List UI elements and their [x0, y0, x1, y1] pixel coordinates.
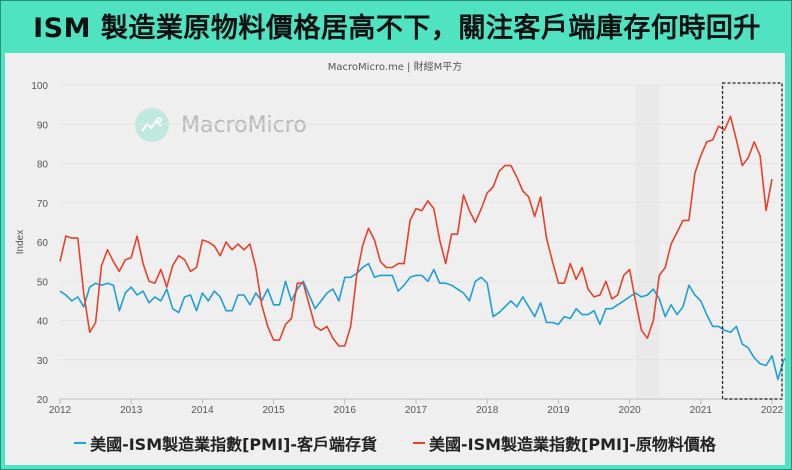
page-title: ISM 製造業原物料價格居高不下，關注客戶端庫存何時回升: [33, 12, 761, 44]
x-tick-label: 2017: [405, 405, 428, 416]
x-tick-label: 2021: [690, 405, 713, 416]
x-tick-label: 2014: [191, 405, 214, 416]
y-tick-label: 30: [37, 356, 49, 367]
y-tick-label: 80: [37, 160, 49, 171]
x-tick-label: 2020: [618, 405, 641, 416]
legend-swatch-price: [413, 442, 425, 444]
y-axis-label: Index: [15, 230, 26, 254]
y-tick-label: 90: [37, 120, 49, 131]
series-line-price: [59, 115, 773, 347]
legend: 美國-ISM製造業指數[PMI]-客戶端存貨 美國-ISM製造業指數[PMI]-…: [5, 431, 785, 455]
y-tick-label: 20: [37, 395, 49, 406]
series-line-inventory: [59, 262, 785, 381]
y-tick-label: 50: [37, 277, 49, 288]
chart-logo-icon: [135, 108, 169, 142]
legend-swatch-inventory: [74, 442, 87, 444]
source-credit: MacroMicro.me | 財經M平方: [327, 62, 463, 73]
x-tick-label: 2019: [547, 405, 570, 416]
line-chart: 20 30 40 50 60 70 80 90 100 Index 2012 2013 2014 2015…: [15, 81, 785, 416]
x-tick-label: 2012: [49, 405, 72, 416]
y-tick-label: 40: [37, 317, 49, 328]
legend-item-inventory[interactable]: 美國-ISM製造業指數[PMI]-客戶端存貨: [74, 431, 377, 455]
y-tick-label: 100: [31, 81, 48, 92]
x-tick-label: 2015: [262, 405, 285, 416]
x-tick-label: 2016: [334, 405, 357, 416]
highlight-box: [721, 82, 783, 400]
chart-panel: MacroMicro.me | 財經M平方 MacroMicro 20 30 40 5…: [5, 53, 785, 465]
legend-label-inventory: 美國-ISM製造業指數[PMI]-客戶端存貨: [90, 435, 377, 454]
x-tick-label: 2013: [120, 405, 143, 416]
x-tick-label: 2022: [761, 405, 784, 416]
legend-item-price[interactable]: 美國-ISM製造業指數[PMI]-原物料價格: [413, 431, 716, 455]
x-tick-label: 2018: [476, 405, 499, 416]
watermark: MacroMicro: [135, 108, 307, 142]
legend-label-price: 美國-ISM製造業指數[PMI]-原物料價格: [429, 435, 716, 454]
watermark-text: MacroMicro: [181, 112, 307, 138]
y-tick-label: 60: [37, 238, 49, 249]
y-tick-label: 70: [37, 199, 49, 210]
